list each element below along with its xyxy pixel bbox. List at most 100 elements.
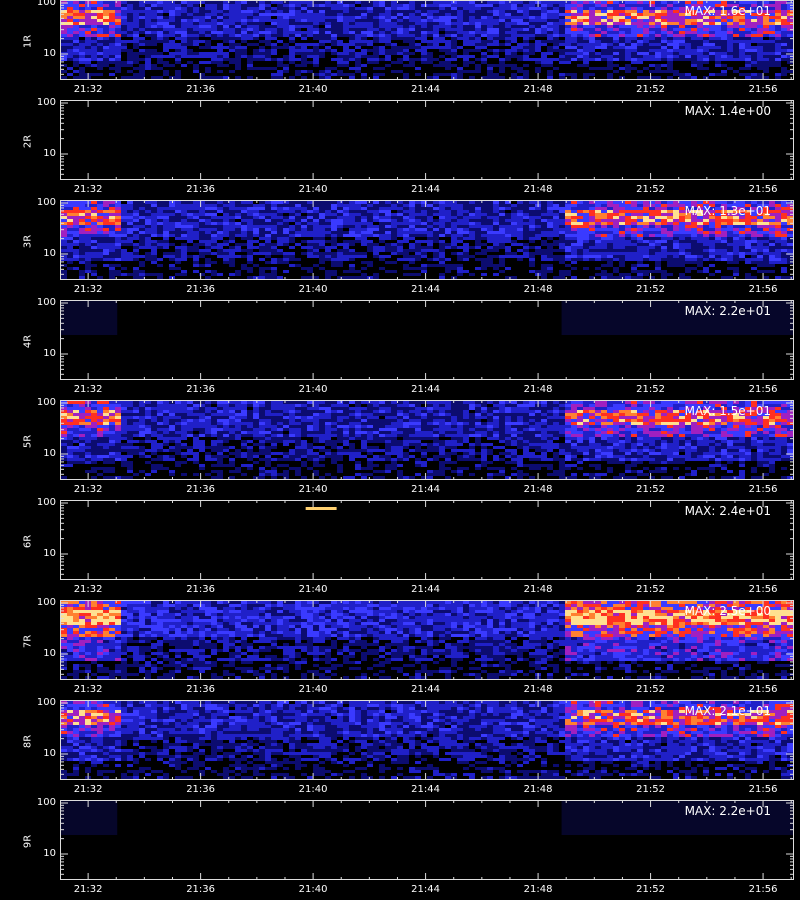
spectrogram-cell — [271, 34, 277, 37]
spectrogram-cell — [307, 22, 313, 25]
spectrogram-cell — [445, 43, 451, 46]
spectrogram-cell — [697, 43, 703, 46]
spectrogram-cell — [613, 16, 619, 19]
spectrogram-cell — [331, 246, 337, 249]
spectrogram-cell — [175, 13, 181, 16]
spectrogram-cell — [535, 246, 541, 249]
spectrogram-cell — [427, 61, 433, 64]
spectrogram-cell — [205, 55, 211, 58]
spectrogram-cell — [169, 28, 175, 31]
spectrogram-cell — [277, 7, 283, 10]
spectrogram-cell — [193, 52, 199, 55]
spectrogram-cell — [589, 222, 595, 225]
spectrogram-cell — [583, 201, 589, 204]
spectrogram-cell — [415, 49, 421, 52]
spectrogram-cell — [85, 40, 91, 43]
spectrogram-cell — [403, 228, 409, 231]
spectrogram-cell — [433, 222, 439, 225]
spectrogram-cell — [685, 31, 691, 34]
spectrogram-cell — [205, 207, 211, 210]
spectrogram-cell — [415, 207, 421, 210]
spectrogram-cell — [691, 19, 697, 22]
spectrogram-cell — [553, 13, 559, 16]
spectrogram-cell — [181, 52, 187, 55]
spectrogram-cell — [367, 16, 373, 19]
spectrogram-cell — [445, 67, 451, 70]
spectrogram-cell — [715, 37, 721, 40]
spectrogram-cell — [343, 73, 349, 76]
spectrogram-cell — [115, 213, 121, 216]
spectrogram-cell — [265, 276, 271, 279]
spectrogram-cell — [73, 70, 79, 73]
spectrogram-cell — [301, 22, 307, 25]
spectrogram-cell — [229, 228, 235, 231]
spectrogram-cell — [307, 225, 313, 228]
spectrogram-cell — [133, 234, 139, 237]
spectrogram-cell — [637, 10, 643, 13]
spectrogram-cell — [379, 213, 385, 216]
spectrogram-cell — [457, 67, 463, 70]
spectrogram-cell — [391, 1, 397, 4]
spectrogram-cell — [727, 10, 733, 13]
spectrogram-cell — [499, 237, 505, 240]
spectrogram-cell — [319, 207, 325, 210]
spectrogram-cell — [301, 43, 307, 46]
spectrogram-cell — [631, 276, 637, 279]
spectrogram-cell — [547, 61, 553, 64]
spectrogram-cell — [349, 67, 355, 70]
spectrogram-cell — [751, 10, 757, 13]
spectrogram-cell — [559, 22, 565, 25]
spectrogram-cell — [631, 7, 637, 10]
spectrogram-cell — [541, 1, 547, 4]
spectrogram-cell — [325, 70, 331, 73]
spectrogram-cell — [265, 243, 271, 246]
spectrogram-cell — [337, 22, 343, 25]
spectrogram-cell — [313, 73, 319, 76]
spectrogram-cell — [559, 273, 565, 276]
spectrogram-cell — [313, 234, 319, 237]
spectrogram-cell — [415, 34, 421, 37]
spectrogram-cell — [469, 216, 475, 219]
spectrogram-cell — [583, 216, 589, 219]
spectrogram-cell — [241, 231, 247, 234]
spectrogram-cell — [529, 261, 535, 264]
spectrogram-cell — [565, 34, 571, 37]
spectrogram-cell — [97, 246, 103, 249]
spectrogram-cell — [643, 207, 649, 210]
spectrogram-cell — [469, 10, 475, 13]
spectrogram-cell — [463, 25, 469, 28]
spectrogram-cell — [397, 16, 403, 19]
spectrogram-cell — [583, 210, 589, 213]
spectrogram-cell — [679, 10, 685, 13]
spectrogram-cell — [181, 43, 187, 46]
spectrogram-cell — [745, 37, 751, 40]
spectrogram-cell — [91, 270, 97, 273]
spectrogram-cell — [787, 40, 793, 43]
spectrogram-cell — [445, 52, 451, 55]
spectrogram-cell — [769, 55, 775, 58]
spectrogram-cell — [607, 237, 613, 240]
spectrogram-cell — [97, 231, 103, 234]
spectrogram-cell — [307, 219, 313, 222]
spectrogram-cell — [577, 1, 583, 4]
spectrogram-cell — [133, 213, 139, 216]
spectrogram-cell — [565, 31, 571, 34]
spectrogram-cell — [697, 19, 703, 22]
spectrogram-cell — [625, 1, 631, 4]
spectrogram-cell — [475, 22, 481, 25]
spectrogram-cell — [739, 31, 745, 34]
spectrogram-cell — [253, 7, 259, 10]
spectrogram-cell — [451, 267, 457, 270]
spectrogram-cell — [403, 207, 409, 210]
spectrogram-cell — [205, 234, 211, 237]
spectrogram-cell — [61, 213, 67, 216]
spectrogram-cell — [115, 31, 121, 34]
spectrogram-cell — [463, 7, 469, 10]
spectrogram-cell — [601, 222, 607, 225]
spectrogram-cell — [553, 31, 559, 34]
spectrogram-cell — [793, 25, 794, 28]
spectrogram-cell — [229, 219, 235, 222]
spectrogram-cell — [85, 31, 91, 34]
spectrogram-cell — [127, 64, 133, 67]
spectrogram-cell — [697, 61, 703, 64]
